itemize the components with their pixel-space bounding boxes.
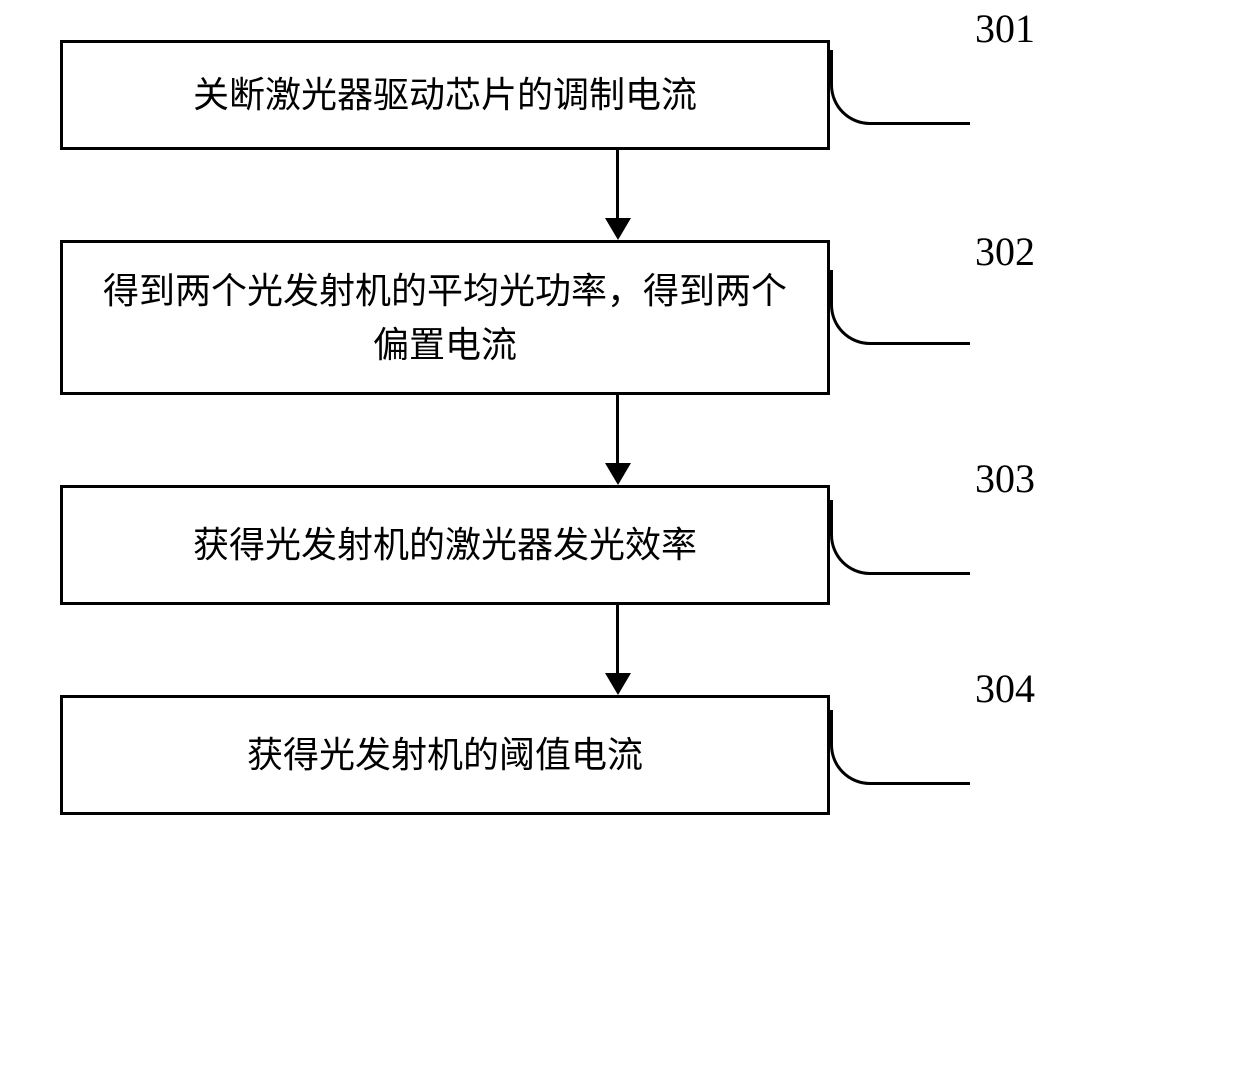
step-4-number: 304 <box>975 665 1035 712</box>
step-1-number: 301 <box>975 5 1035 52</box>
arrow-1-head <box>605 218 631 240</box>
step-4-text: 获得光发射机的阈值电流 <box>247 728 643 782</box>
arrow-3-head <box>605 673 631 695</box>
step-2-text: 得到两个光发射机的平均光功率，得到两个偏置电流 <box>93 264 797 372</box>
step-1-text: 关断激光器驱动芯片的调制电流 <box>193 68 697 122</box>
step-2-number: 302 <box>975 228 1035 275</box>
step-2-box: 得到两个光发射机的平均光功率，得到两个偏置电流 <box>60 240 830 395</box>
step-3-container: 获得光发射机的激光器发光效率 303 <box>60 485 1175 605</box>
step-3-text: 获得光发射机的激光器发光效率 <box>193 518 697 572</box>
step-3-box: 获得光发射机的激光器发光效率 <box>60 485 830 605</box>
arrow-2 <box>233 395 1003 485</box>
step-2-container: 得到两个光发射机的平均光功率，得到两个偏置电流 302 <box>60 240 1175 395</box>
step-3-number: 303 <box>975 455 1035 502</box>
step-4-box: 获得光发射机的阈值电流 <box>60 695 830 815</box>
step-1-box: 关断激光器驱动芯片的调制电流 <box>60 40 830 150</box>
step-4-connector <box>830 710 970 785</box>
arrow-1-line <box>616 150 619 218</box>
step-4-container: 获得光发射机的阈值电流 304 <box>60 695 1175 815</box>
step-1-connector <box>830 50 970 125</box>
arrow-3 <box>233 605 1003 695</box>
arrow-1 <box>233 150 1003 240</box>
flowchart-container: 关断激光器驱动芯片的调制电流 301 得到两个光发射机的平均光功率，得到两个偏置… <box>60 40 1175 815</box>
step-2-connector <box>830 270 970 345</box>
arrow-3-line <box>616 605 619 673</box>
step-1-container: 关断激光器驱动芯片的调制电流 301 <box>60 40 1175 150</box>
arrow-2-head <box>605 463 631 485</box>
step-3-connector <box>830 500 970 575</box>
arrow-2-line <box>616 395 619 463</box>
